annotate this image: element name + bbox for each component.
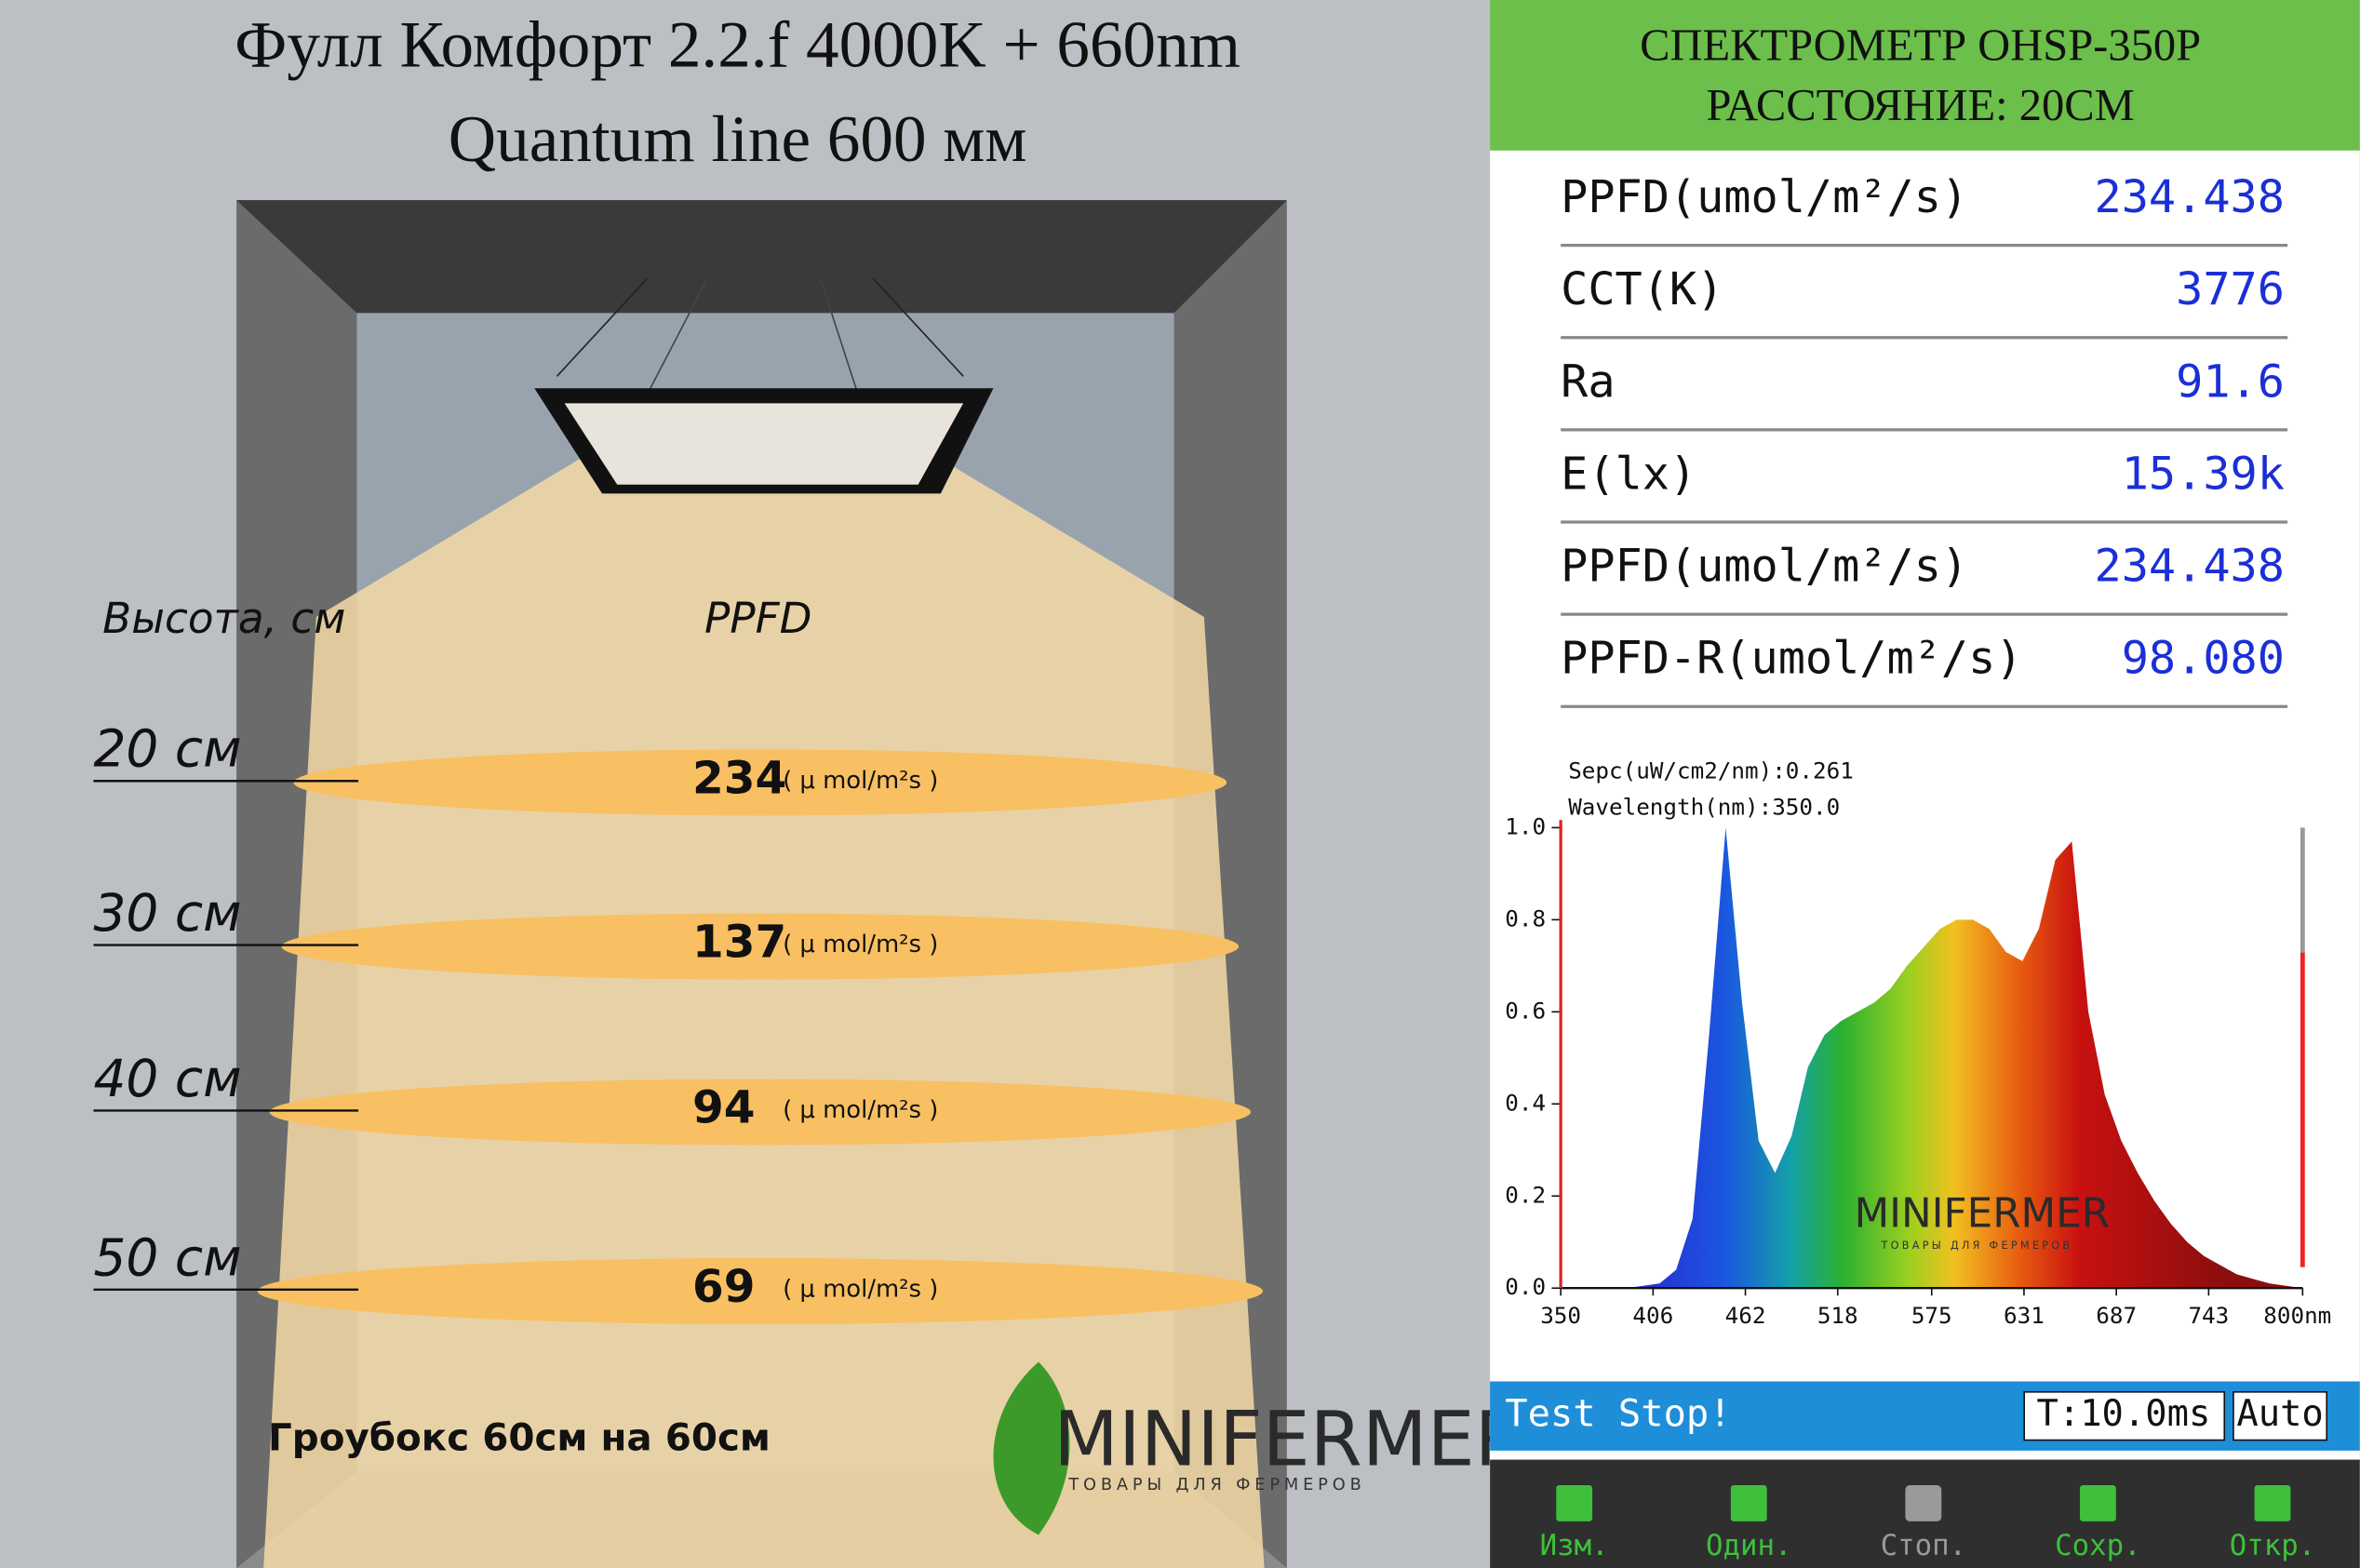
chart-logo-tagline: ТОВАРЫ ДЛЯ ФЕРМЕРОВ <box>1881 1240 2073 1252</box>
logo: MINIFERMER <box>1053 1396 1527 1483</box>
ppfd-unit: ( μ mol/m²s ) <box>783 1096 938 1124</box>
button-label[interactable]: Изм. <box>1540 1529 1609 1562</box>
button-icon[interactable] <box>2254 1485 2291 1521</box>
annotation: Wavelength(nm):350.0 <box>1568 793 1840 820</box>
reading-value: 15.39k <box>2122 448 2285 500</box>
y-tick-label: 0.6 <box>1505 997 1546 1024</box>
x-tick-label: 518 <box>1817 1302 1858 1329</box>
ppfd-value: 69 <box>692 1261 756 1313</box>
buttons: Изм. Один. Стоп. Сохр. Откр. <box>1540 1485 2315 1562</box>
box-label: Гроубокс 60см на 60см <box>268 1415 771 1460</box>
button-label[interactable]: Сохр. <box>2055 1529 2140 1562</box>
height-label: Высота, см <box>102 594 345 643</box>
y-tick-label: 0.0 <box>1505 1273 1546 1300</box>
button-icon[interactable] <box>1556 1485 1593 1521</box>
reading-value: 3776 <box>2176 263 2285 315</box>
chart-logo: MINIFERMER <box>1854 1190 2110 1238</box>
reading-label: CCT(K) <box>1561 263 1723 315</box>
title-line2: Quantum line 600 мм <box>449 103 1027 176</box>
y-tick-label: 0.8 <box>1505 905 1546 931</box>
ppfd-label: PPFD <box>704 594 812 643</box>
reading-label: PPFD-R(umol/m²/s) <box>1561 633 2022 685</box>
mode-box <box>2233 1390 2328 1441</box>
x-tick-label: 743 <box>2188 1302 2229 1329</box>
spectrometer-header <box>1490 0 2360 151</box>
height: 50 см <box>93 1227 241 1287</box>
mode: Auto <box>2236 1393 2323 1435</box>
levels: 20 см 234( μ mol/m²s )30 см 137( μ mol/m²s… <box>93 719 1263 1325</box>
x-tick-label: 800nm <box>2263 1302 2331 1329</box>
time-box <box>2023 1390 2226 1441</box>
spectrometer-title1: СПЕКТРОМЕТР OHSP-350P <box>1640 20 2201 70</box>
button-label[interactable]: Стоп. <box>1881 1529 1966 1562</box>
x-tick-label: 575 <box>1911 1302 1952 1329</box>
status: Test Stop! <box>1505 1391 1731 1436</box>
reading-value: 91.6 <box>2176 355 2285 408</box>
spectrometer-title2: РАССТОЯНИЕ: 20СМ <box>1707 81 2135 130</box>
right-bg <box>1490 0 2360 1568</box>
x-tick-label: 406 <box>1632 1302 1673 1329</box>
lamp <box>534 277 994 494</box>
ppfd-unit: ( μ mol/m²s ) <box>783 931 938 958</box>
time: T:10.0ms <box>2036 1393 2210 1435</box>
light-ring <box>293 749 1227 816</box>
x-tick-label: 462 <box>1725 1302 1766 1329</box>
title-line1: Фулл Комфорт 2.2.f 4000K + 660nm <box>235 8 1240 81</box>
button-icon[interactable] <box>1730 1485 1767 1521</box>
height: 30 см <box>93 883 241 943</box>
button-label[interactable]: Один. <box>1706 1529 1791 1562</box>
light-ring <box>257 1257 1263 1325</box>
y-tick-label: 1.0 <box>1505 812 1546 839</box>
ppfd-value: 94 <box>692 1081 756 1133</box>
readings: PPFD(umol/m²/s) 234.438 CCT(K) 3776 Ra 91.6 E(… <box>1561 171 2288 708</box>
x-tick-label: 350 <box>1540 1302 1581 1329</box>
spectrum-area <box>1561 827 2303 1289</box>
reading-label: PPFD(umol/m²/s) <box>1561 541 1968 593</box>
x-tick-label: 687 <box>2096 1302 2137 1329</box>
ppfd-value: 137 <box>692 917 786 969</box>
logo-leaf <box>993 1361 1070 1535</box>
button-icon[interactable] <box>2080 1485 2116 1521</box>
height: 40 см <box>93 1049 241 1108</box>
ppfd-value: 234 <box>692 752 786 804</box>
y-tick-label: 0.2 <box>1505 1181 1546 1208</box>
y-tick-label: 0.4 <box>1505 1089 1546 1116</box>
height: 20 см <box>93 719 241 779</box>
x-tick-label: 631 <box>2004 1302 2045 1329</box>
reading-label: PPFD(umol/m²/s) <box>1561 171 1968 223</box>
button-label[interactable]: Откр. <box>2230 1529 2315 1562</box>
ppfd-unit: ( μ mol/m²s ) <box>783 1275 938 1303</box>
annotation: Sepc(uW/cm2/nm):0.261 <box>1568 757 1854 784</box>
ppfd-unit: ( μ mol/m²s ) <box>783 767 938 795</box>
button-icon[interactable] <box>1905 1485 1942 1521</box>
reading-label: Ra <box>1561 355 1615 408</box>
reading-value: 234.438 <box>2095 171 2285 223</box>
light-ring <box>269 1079 1252 1146</box>
spectrum-chart: Sepc(uW/cm2/nm):0.261 Wavelength(nm):350.… <box>1505 757 2331 1329</box>
reading-value: 234.438 <box>2095 541 2285 593</box>
light-ring <box>281 913 1240 980</box>
box-top <box>236 200 1287 314</box>
logo-tagline: ТОВАРЫ ДЛЯ ФЕРМЕРОВ <box>1067 1475 1365 1494</box>
reading-value: 98.080 <box>2122 633 2285 685</box>
reading-label: E(lx) <box>1561 448 1696 500</box>
